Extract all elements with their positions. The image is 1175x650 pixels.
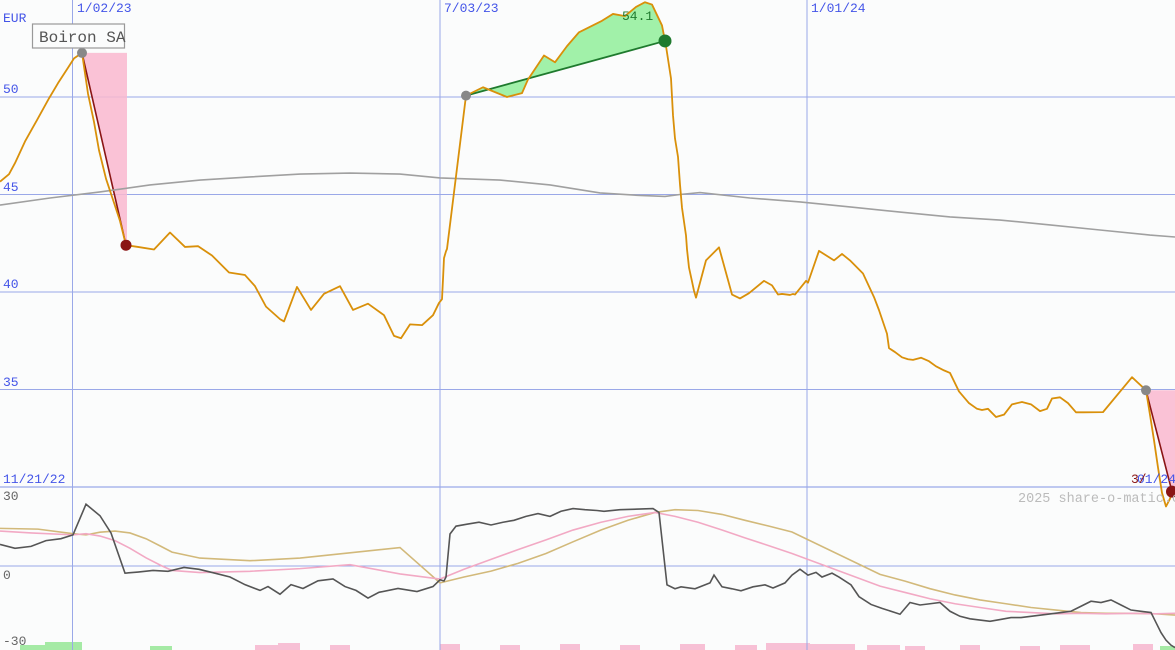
svg-text:EUR: EUR [3,11,27,26]
svg-text:1/02/23: 1/02/23 [77,1,132,16]
svg-text:30: 30 [3,489,19,504]
svg-text:2025 share-o-matic.com: 2025 share-o-matic.com [1018,492,1175,507]
svg-text:40: 40 [3,277,19,292]
svg-text:7/03/23: 7/03/23 [444,1,499,16]
svg-text:1/01/24: 1/01/24 [811,1,866,16]
svg-text:11/21/22: 11/21/22 [3,472,65,487]
svg-text:0: 0 [3,568,11,583]
svg-text:-30: -30 [3,634,26,649]
svg-text:50: 50 [3,82,19,97]
svg-text:35: 35 [3,375,19,390]
svg-text:54.1: 54.1 [622,9,653,24]
svg-text:45: 45 [3,180,19,195]
svg-text:Boiron SA: Boiron SA [39,29,126,47]
svg-text:3/: 3/ [1131,472,1147,487]
